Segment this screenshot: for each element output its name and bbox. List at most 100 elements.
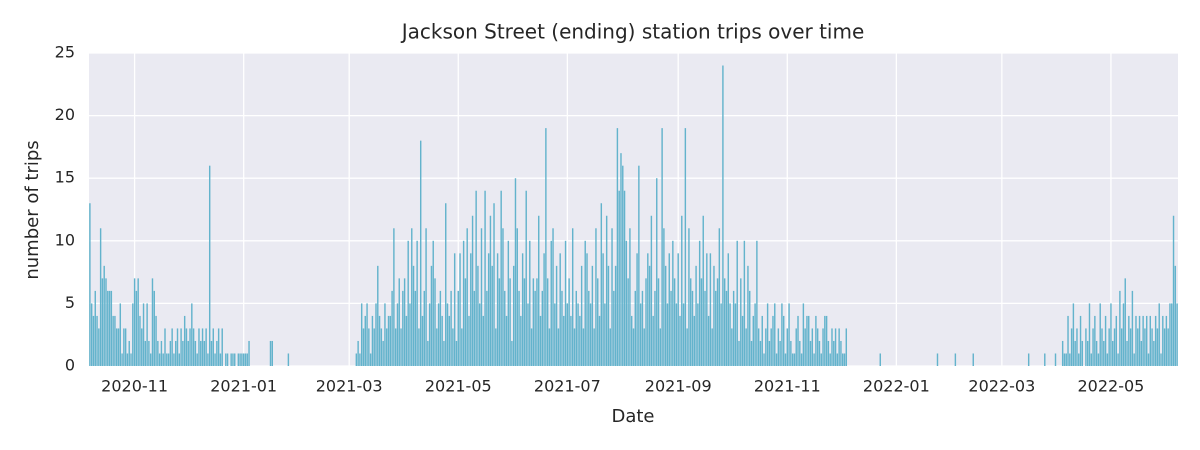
bar — [205, 328, 207, 366]
bar — [824, 315, 826, 366]
bar — [809, 340, 812, 366]
y-tick-label: 20 — [55, 105, 75, 124]
bar — [1120, 328, 1123, 366]
bar — [679, 315, 681, 366]
bar — [555, 265, 558, 366]
y-tick-label: 0 — [65, 356, 75, 375]
bar — [791, 353, 794, 366]
bar — [237, 353, 240, 366]
bar — [457, 290, 459, 366]
bar — [657, 278, 660, 366]
bar — [187, 340, 189, 366]
bar — [225, 353, 227, 366]
bar — [1162, 315, 1164, 366]
bar — [419, 140, 422, 366]
bar — [509, 278, 511, 366]
bar — [459, 253, 461, 366]
bar — [137, 278, 139, 366]
bar — [139, 315, 141, 366]
bar — [384, 303, 386, 366]
bar — [393, 228, 395, 366]
bar — [123, 328, 125, 366]
bar — [529, 240, 531, 366]
bar — [636, 253, 638, 366]
bar — [571, 228, 574, 366]
bar — [153, 290, 155, 366]
bar — [1110, 303, 1112, 366]
bar — [500, 190, 502, 366]
bar — [548, 328, 551, 366]
bar — [1138, 315, 1141, 366]
bar — [681, 215, 683, 366]
bar — [407, 240, 409, 366]
bar — [164, 328, 166, 366]
bar — [541, 290, 544, 366]
bar — [502, 228, 504, 366]
bar — [464, 278, 467, 366]
bar — [559, 253, 561, 366]
bar — [666, 303, 669, 366]
bar — [119, 303, 122, 366]
bar — [570, 315, 572, 366]
bar — [613, 290, 615, 366]
bar — [595, 228, 597, 366]
x-tick-label: 2021-05 — [425, 377, 492, 396]
bar — [1070, 328, 1073, 366]
bar — [101, 278, 104, 366]
x-tick-label: 2020-11 — [101, 377, 168, 396]
bar — [1097, 353, 1100, 366]
bar — [672, 240, 674, 366]
bar — [507, 240, 510, 366]
bar — [427, 340, 429, 366]
bar — [695, 265, 697, 366]
bar — [620, 153, 622, 366]
bar — [818, 340, 821, 366]
bar — [831, 328, 833, 366]
bar — [504, 290, 506, 366]
bar — [774, 303, 776, 366]
bar — [582, 328, 585, 366]
bar — [441, 315, 443, 366]
bar — [470, 253, 472, 366]
bar — [602, 253, 604, 366]
bar — [516, 228, 518, 366]
bar — [770, 328, 772, 366]
bar — [709, 253, 712, 366]
y-tick-label: 15 — [55, 168, 75, 187]
bar — [1103, 340, 1105, 366]
bar — [368, 328, 370, 366]
bar — [151, 278, 154, 366]
bar — [784, 353, 787, 366]
bar — [738, 340, 740, 366]
bar — [745, 328, 747, 366]
bar — [287, 353, 290, 366]
bar — [614, 265, 617, 366]
bar — [212, 328, 214, 366]
y-axis-label: number of trips — [22, 140, 43, 279]
bar — [618, 190, 620, 366]
bar — [534, 290, 536, 366]
bar — [1078, 353, 1080, 366]
bar — [577, 303, 579, 366]
bar — [416, 240, 418, 366]
bar — [512, 265, 515, 366]
bar — [94, 290, 96, 366]
bar — [838, 328, 840, 366]
bar — [1169, 303, 1171, 366]
bar — [241, 353, 243, 366]
x-tick-label: 2021-11 — [754, 377, 821, 396]
bar — [99, 228, 102, 366]
bar — [972, 353, 974, 366]
bar — [754, 303, 756, 366]
bar — [829, 353, 831, 366]
bar — [736, 240, 738, 366]
bar — [800, 353, 803, 366]
bar — [1153, 340, 1155, 366]
bar — [198, 328, 200, 366]
bar — [1160, 353, 1162, 366]
bar — [373, 328, 375, 366]
bar — [493, 203, 495, 366]
bar — [498, 278, 501, 366]
bar — [110, 290, 113, 366]
